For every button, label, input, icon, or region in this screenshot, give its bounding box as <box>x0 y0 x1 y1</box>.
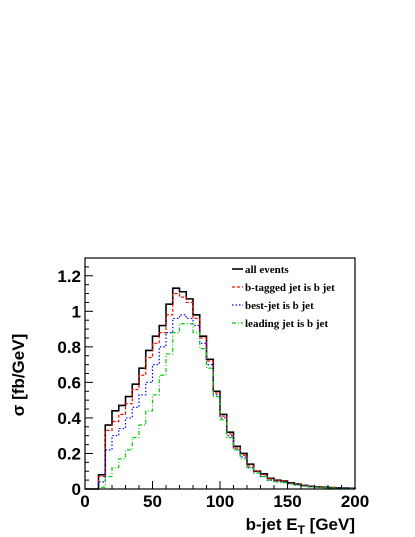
y-tick-label: 0 <box>72 480 81 499</box>
y-tick-label: 0.2 <box>57 444 81 463</box>
x-tick-label: 50 <box>143 492 162 511</box>
series-line-3 <box>85 314 356 490</box>
x-axis-title: b-jet ET [GeV] <box>246 515 355 537</box>
x-tick-label: 100 <box>206 492 234 511</box>
y-tick-label: 0.6 <box>57 373 81 392</box>
y-tick-label: 0.8 <box>57 338 81 357</box>
legend: all events b-tagged jet is b jet best-jet … <box>232 264 335 330</box>
y-axis-title: σ [fb/GeV] <box>9 334 28 416</box>
x-axis-title-unit: [GeV] <box>305 515 355 534</box>
y-tick-label: 1 <box>72 302 81 321</box>
x-axis-title-main: b-jet E <box>246 515 298 534</box>
x-tick-label: 200 <box>341 492 369 511</box>
x-tick-label: 0 <box>80 492 89 511</box>
legend-label-3: best-jet is b jet <box>245 300 314 312</box>
legend-label-1: all events <box>245 264 289 276</box>
y-tick-label: 1.2 <box>57 267 81 286</box>
axis-ticks-layer: 0 50 100 150 200 0 0.2 0.4 0.6 0.8 1 1.2 <box>57 257 369 511</box>
y-tick-label: 0.4 <box>57 409 81 428</box>
x-tick-label: 150 <box>273 492 301 511</box>
x-axis-title-subscript: T <box>298 523 306 537</box>
legend-label-4: leading jet is b jet <box>245 318 328 330</box>
legend-label-2: b-tagged jet is b jet <box>245 282 335 294</box>
